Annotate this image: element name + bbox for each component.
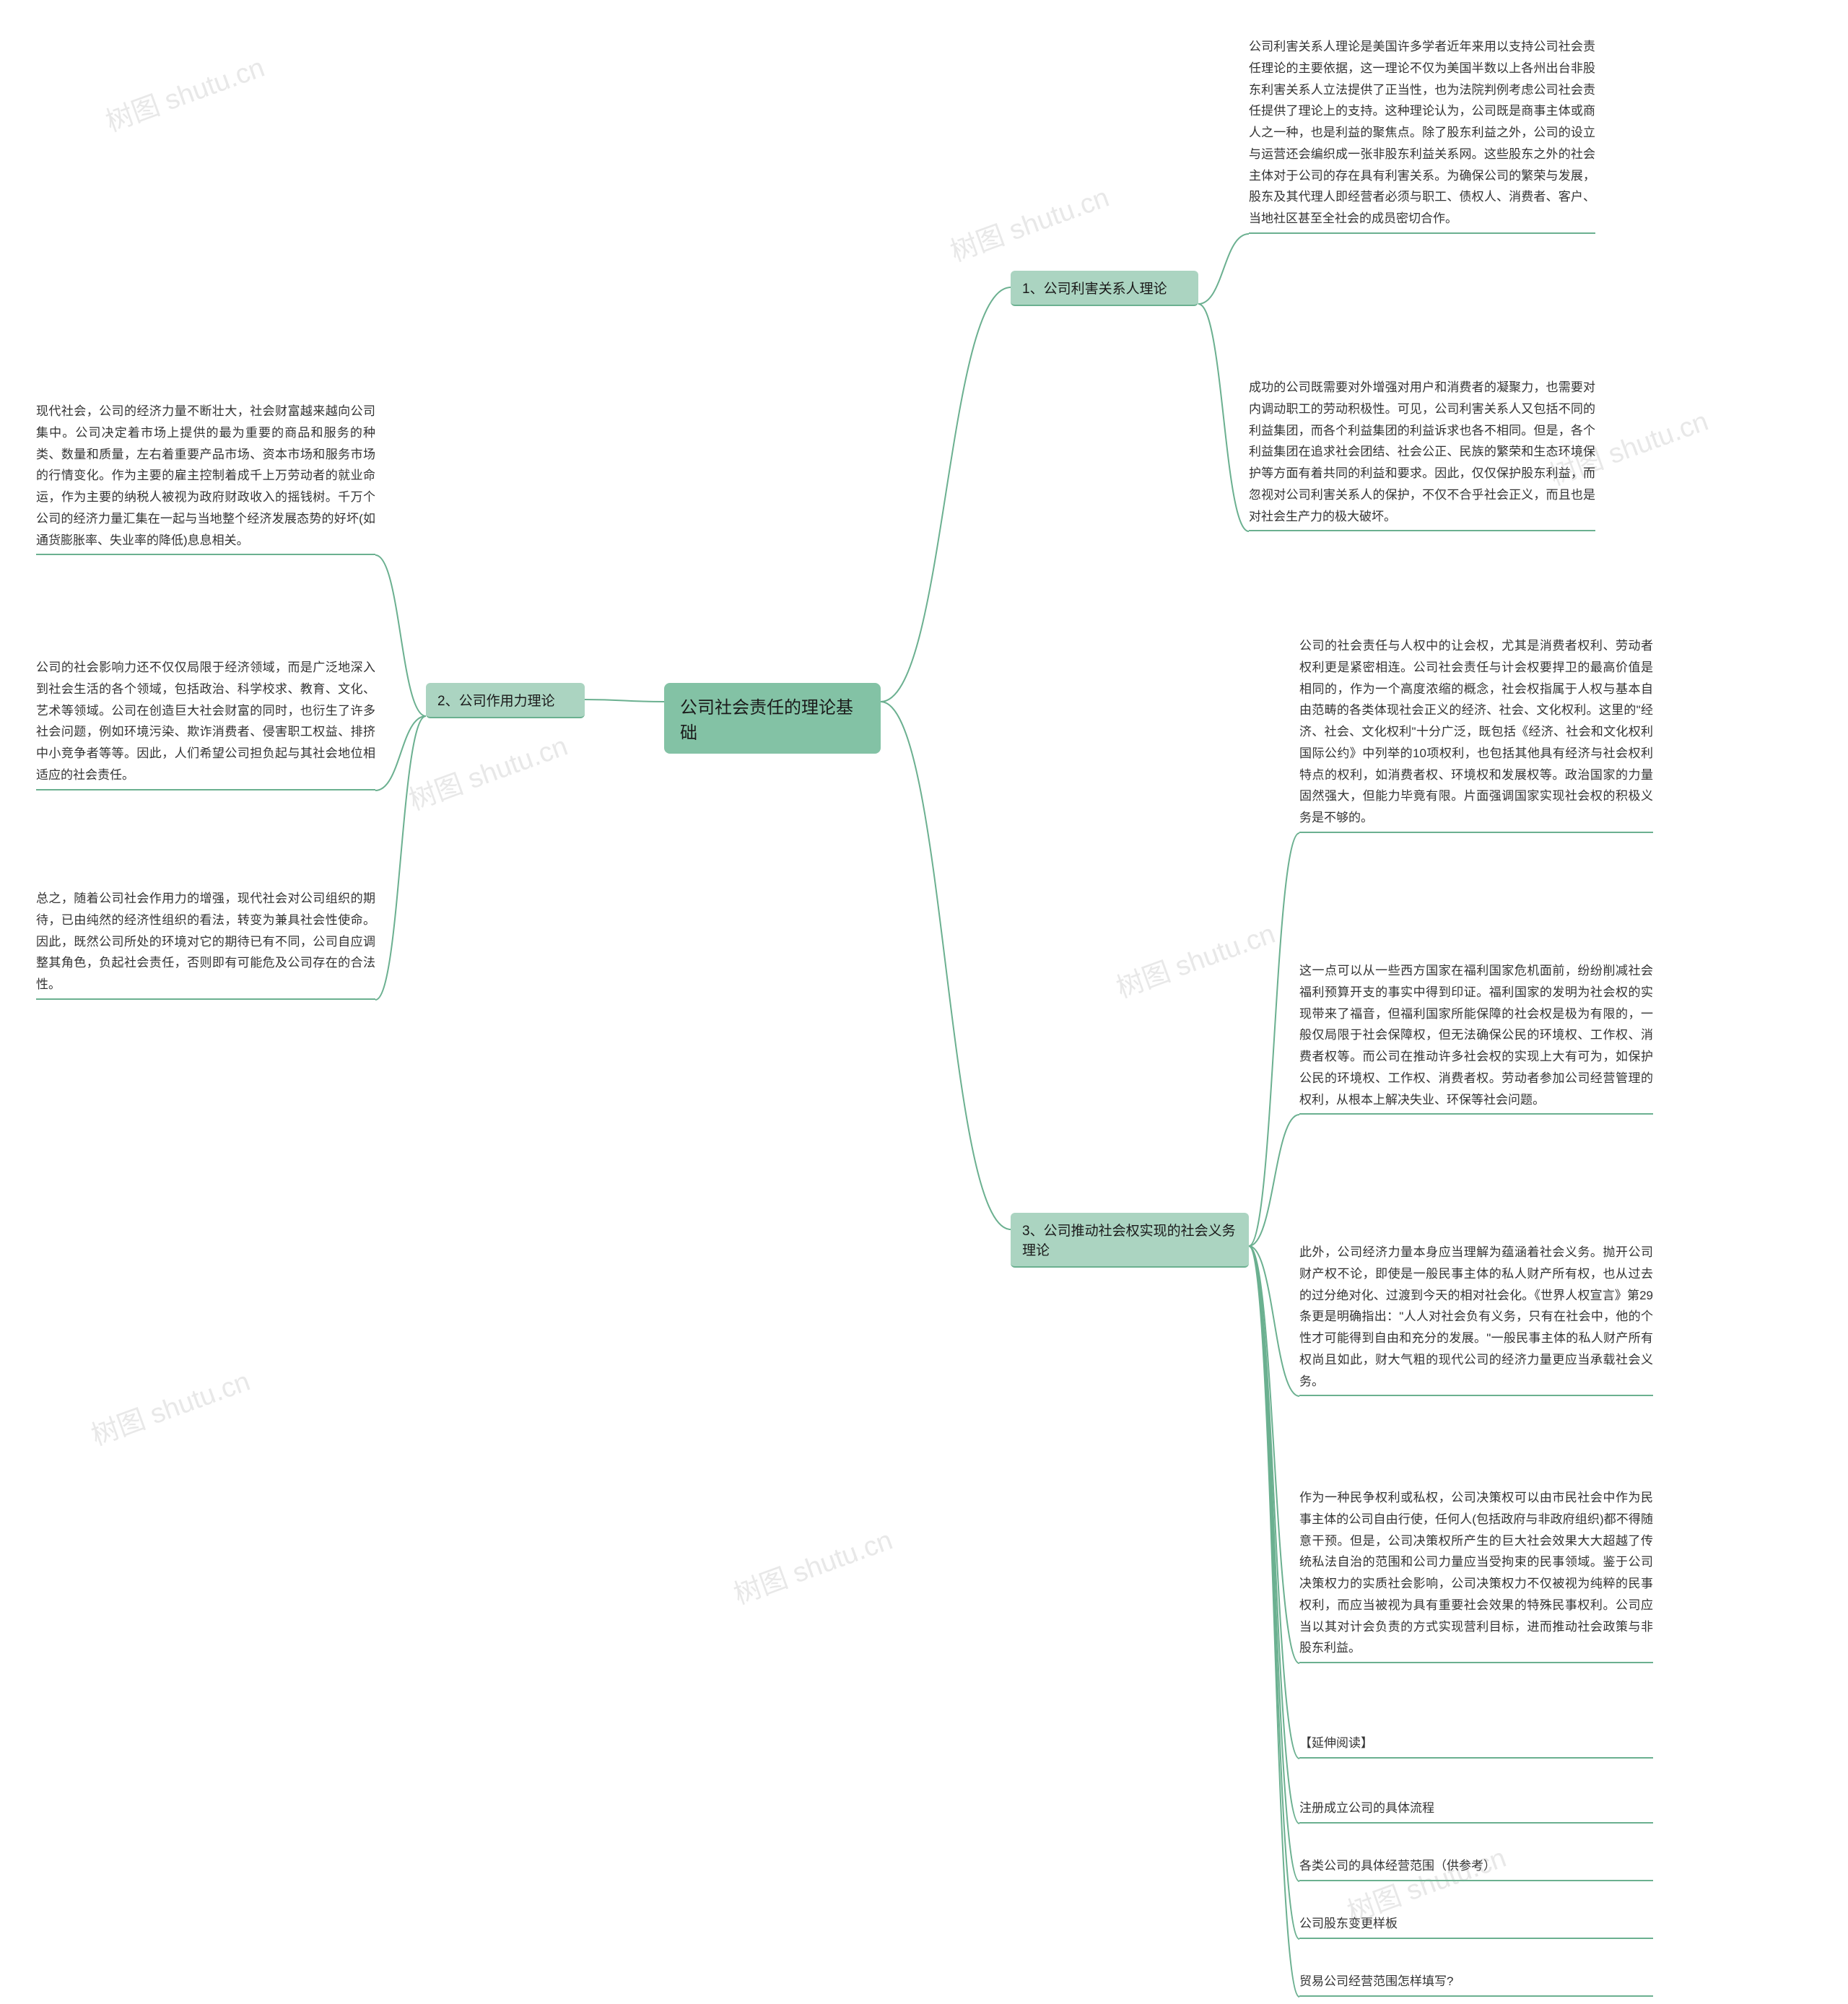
leaf-node: 贸易公司经营范围怎样填写?: [1299, 1971, 1653, 1997]
leaf-node: 总之，随着公司社会作用力的增强，现代社会对公司组织的期待，已由纯然的经济性组织的…: [36, 888, 375, 1000]
branch-node: 1、公司利害关系人理论: [1011, 271, 1198, 306]
leaf-node: 这一点可以从一些西方国家在福利国家危机面前，纷纷削减社会福利预算开支的事实中得到…: [1299, 960, 1653, 1115]
leaf-node: 成功的公司既需要对外增强对用户和消费者的凝聚力，也需要对内调动职工的劳动积极性。…: [1249, 377, 1595, 531]
branch-node: 2、公司作用力理论: [426, 683, 585, 718]
leaf-node: 注册成立公司的具体流程: [1299, 1798, 1653, 1824]
watermark: 树图 shutu.cn: [85, 1359, 255, 1452]
watermark: 树图 shutu.cn: [944, 175, 1114, 269]
leaf-node: 公司的社会责任与人权中的让会权，尤其是消费者权利、劳动者权利更是紧密相连。公司社…: [1299, 635, 1653, 833]
leaf-node: 现代社会，公司的经济力量不断壮大，社会财富越来越向公司集中。公司决定着市场上提供…: [36, 401, 375, 555]
watermark: 树图 shutu.cn: [728, 1517, 897, 1611]
leaf-node: 公司利害关系人理论是美国许多学者近年来用以支持公司社会责任理论的主要依据，这一理…: [1249, 36, 1595, 234]
center-node: 公司社会责任的理论基础: [664, 683, 881, 754]
watermark: 树图 shutu.cn: [100, 45, 269, 139]
leaf-node: 各类公司的具体经营范围（供参考）: [1299, 1855, 1653, 1881]
branch-node: 3、公司推动社会权实现的社会义务理论: [1011, 1213, 1249, 1268]
watermark: 树图 shutu.cn: [403, 723, 572, 817]
leaf-node: 此外，公司经济力量本身应当理解为蕴涵着社会义务。抛开公司财产权不论，即使是一般民…: [1299, 1242, 1653, 1396]
watermark: 树图 shutu.cn: [1110, 911, 1280, 1005]
leaf-node: 公司的社会影响力还不仅仅局限于经济领域，而是广泛地深入到社会生活的各个领域，包括…: [36, 657, 375, 790]
leaf-node: 作为一种民争权利或私权，公司决策权可以由市民社会中作为民事主体的公司自由行使，任…: [1299, 1487, 1653, 1663]
leaf-node: 【延伸阅读】: [1299, 1733, 1653, 1759]
leaf-node: 公司股东变更样板: [1299, 1913, 1653, 1939]
